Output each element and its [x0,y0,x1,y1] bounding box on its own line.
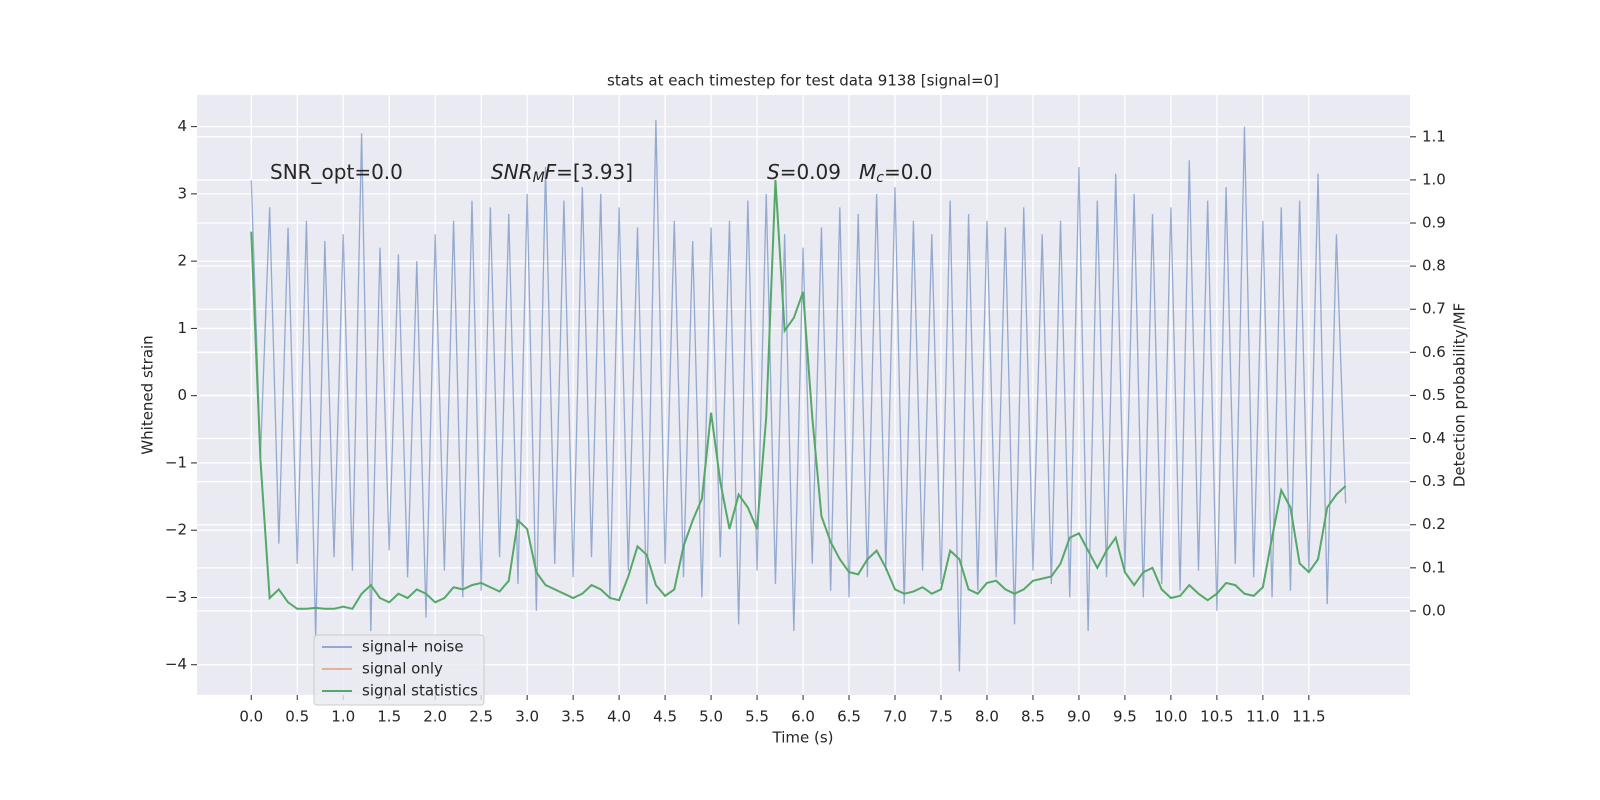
x-tick-label: 3.0 [515,708,539,726]
annotation-part: SNR_opt=0.0 [270,160,403,184]
x-axis-label: Time (s) [772,729,834,747]
x-tick-label: 5.5 [745,708,769,726]
y2-tick-label: 0.1 [1422,558,1446,576]
annotation: S=0.09 [767,160,841,184]
y-tick-label: 2 [177,252,187,270]
x-tick-label: 2.0 [423,708,447,726]
x-tick-label: 0.0 [239,708,263,726]
plot [250,119,1347,672]
y2-tick-label: 0.3 [1422,472,1446,490]
y2-tick-label: 0.4 [1422,429,1446,447]
y2-tick-label: 0.9 [1422,214,1446,232]
x-tick-label: 10.5 [1200,708,1233,726]
annotation-part: =0.09 [780,160,841,184]
x-tick-label: 11.5 [1292,708,1325,726]
y2-tick-label: 0.6 [1422,343,1446,361]
y2-axis-label: Detection probability/MF [1451,303,1469,487]
x-tick-label: 11.0 [1246,708,1279,726]
annotation-part: c [876,170,884,186]
annotation-part: =0.0 [884,160,933,184]
x-tick-label: 10.0 [1154,708,1187,726]
x-tick-label: 9.5 [1113,708,1137,726]
x-tick-label: 7.5 [929,708,953,726]
y-axis-label: Whitened strain [139,335,157,454]
legend-box [313,634,485,706]
annotation-part: =[3.93] [556,160,633,184]
x-tick-label: 6.0 [791,708,815,726]
x-tick-label: 4.5 [653,708,677,726]
x-tick-label: 0.5 [285,708,309,726]
y-tick-label: 1 [177,319,187,337]
annotation: SNR_opt=0.0 [270,160,403,184]
y-tick-label: 0 [177,386,187,404]
x-tick-label: 3.5 [561,708,585,726]
x-tick-label: 1.5 [377,708,401,726]
x-tick-label: 7.0 [883,708,907,726]
y-tick-label: −4 [165,655,187,673]
x-tick-label: 8.5 [1021,708,1045,726]
y2-tick-label: 0.8 [1422,257,1446,275]
annotation-part: M [533,170,545,186]
x-tick-label: 8.0 [975,708,999,726]
annotation: SNRMF=[3.93] [491,160,633,187]
x-tick-label: 6.5 [837,708,861,726]
y-tick-label: −1 [165,453,187,471]
annotation-part: F [545,160,557,184]
annotation-part: M [859,160,876,184]
y2-tick-label: 1.0 [1422,170,1446,188]
annotation: Mc=0.0 [859,160,933,187]
legend-label: signal only [362,660,443,678]
x-tick-label: 9.0 [1067,708,1091,726]
series-line [250,119,1347,672]
annotation-part: S [767,160,780,184]
legend-label: signal statistics [362,682,478,700]
y2-tick-label: 0.0 [1422,601,1446,619]
y-tick-label: −3 [165,588,187,606]
grid [197,95,1410,695]
y2-tick-label: 0.5 [1422,386,1446,404]
annotation-part: SNR [491,160,533,184]
chart-title: stats at each timestep for test data 913… [607,72,999,90]
x-tick-label: 2.5 [469,708,493,726]
x-tick-label: 5.0 [699,708,723,726]
y-tick-label: 4 [177,117,187,135]
x-tick-label: 1.0 [331,708,355,726]
y-tick-label: −2 [165,521,187,539]
y2-tick-label: 0.7 [1422,300,1446,318]
x-tick-label: 4.0 [607,708,631,726]
y2-tick-label: 1.1 [1422,127,1446,145]
series-line [250,179,1347,610]
y2-tick-label: 0.2 [1422,515,1446,533]
y-tick-label: 3 [177,184,187,202]
legend-label: signal+ noise [362,638,464,656]
